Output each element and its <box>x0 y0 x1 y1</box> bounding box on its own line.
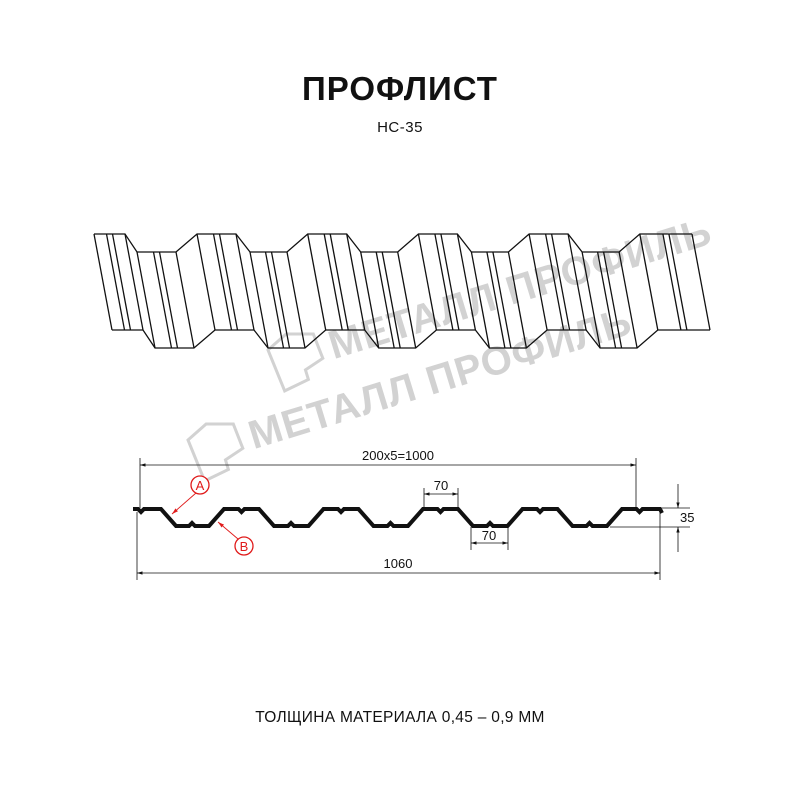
marker-b-label: B <box>240 539 249 554</box>
sheet-rib-line <box>381 251 401 349</box>
sheet-fold-line <box>528 233 548 331</box>
profile-cross-section <box>133 507 664 528</box>
marker-b: B <box>217 521 254 556</box>
sheet-rib-line <box>323 233 343 331</box>
sheet-fold-line <box>507 251 528 349</box>
sheet-rib-line <box>492 251 512 349</box>
dimension-pitch <box>139 458 637 508</box>
marker-a: A <box>171 475 210 515</box>
height-label: 35 <box>680 510 694 525</box>
sheet-rib-line <box>434 233 454 331</box>
top-flat-label: 70 <box>434 478 448 493</box>
sheet-fold-line <box>567 233 587 331</box>
sheet-fold-line <box>691 233 711 331</box>
sheet-fold-line <box>397 251 417 349</box>
sheet-rib-line <box>270 251 291 349</box>
sheet-rib-line <box>158 251 179 349</box>
sheet-rib-line <box>596 251 617 349</box>
sheet-fold-line <box>581 251 601 349</box>
sheet-rib-line <box>486 251 506 349</box>
sheet-fold-line <box>196 233 216 331</box>
sheet-fold-line <box>235 233 255 331</box>
dimension-total-width <box>136 512 661 580</box>
dimension-top-flat <box>423 488 459 508</box>
dimension-bottom-flat <box>470 527 509 550</box>
sheet-rib-line <box>544 233 565 331</box>
sheet-rib-line <box>264 251 285 349</box>
sheet-fold-line <box>286 251 306 349</box>
sheet-fold-line <box>360 251 380 349</box>
sheet-top-edge <box>94 233 692 253</box>
marker-a-label: A <box>196 478 205 493</box>
sheet-rib-line <box>662 233 682 331</box>
sheet-rib-line <box>105 233 126 331</box>
sheet-fold-line <box>470 251 491 349</box>
sheet-rib-line <box>218 233 239 331</box>
sheet-fold-line <box>639 233 659 331</box>
sheet-fold-line <box>93 233 113 331</box>
sheet-fold-line <box>618 251 638 349</box>
sheet-rib-line <box>329 233 349 331</box>
sheet-fold-line <box>346 233 366 331</box>
dimension-height <box>610 484 690 552</box>
sheet-fold-line <box>456 233 477 331</box>
sheet-rib-line <box>602 251 623 349</box>
sheet-fold-line <box>417 233 438 331</box>
sheet-fold-line <box>136 251 156 349</box>
pitch-label: 200x5=1000 <box>362 448 434 463</box>
sheet-fold-line <box>249 251 269 349</box>
sheet-rib-line <box>550 233 571 331</box>
total-width-label: 1060 <box>384 556 413 571</box>
sheet-rib-line <box>152 251 173 349</box>
bottom-flat-label: 70 <box>482 528 496 543</box>
sheet-rib-line <box>375 251 395 349</box>
sheet-rib-line <box>111 233 132 331</box>
sheet-rib-line <box>440 233 460 331</box>
model-label: НС-35 <box>377 119 423 136</box>
sheet-rib-line <box>212 233 233 331</box>
sheet-bottom-edge <box>112 329 710 349</box>
page-title: ПРОФЛИСТ <box>302 70 498 107</box>
sheet-fold-line <box>175 251 195 349</box>
material-thickness: ТОЛЩИНА МАТЕРИАЛА 0,45 – 0,9 ММ <box>255 709 545 726</box>
sheet-fold-line <box>307 233 327 331</box>
sheet-rib-line <box>668 233 688 331</box>
sheet-fold-line <box>124 233 144 331</box>
sheet-3d-view <box>93 233 711 349</box>
